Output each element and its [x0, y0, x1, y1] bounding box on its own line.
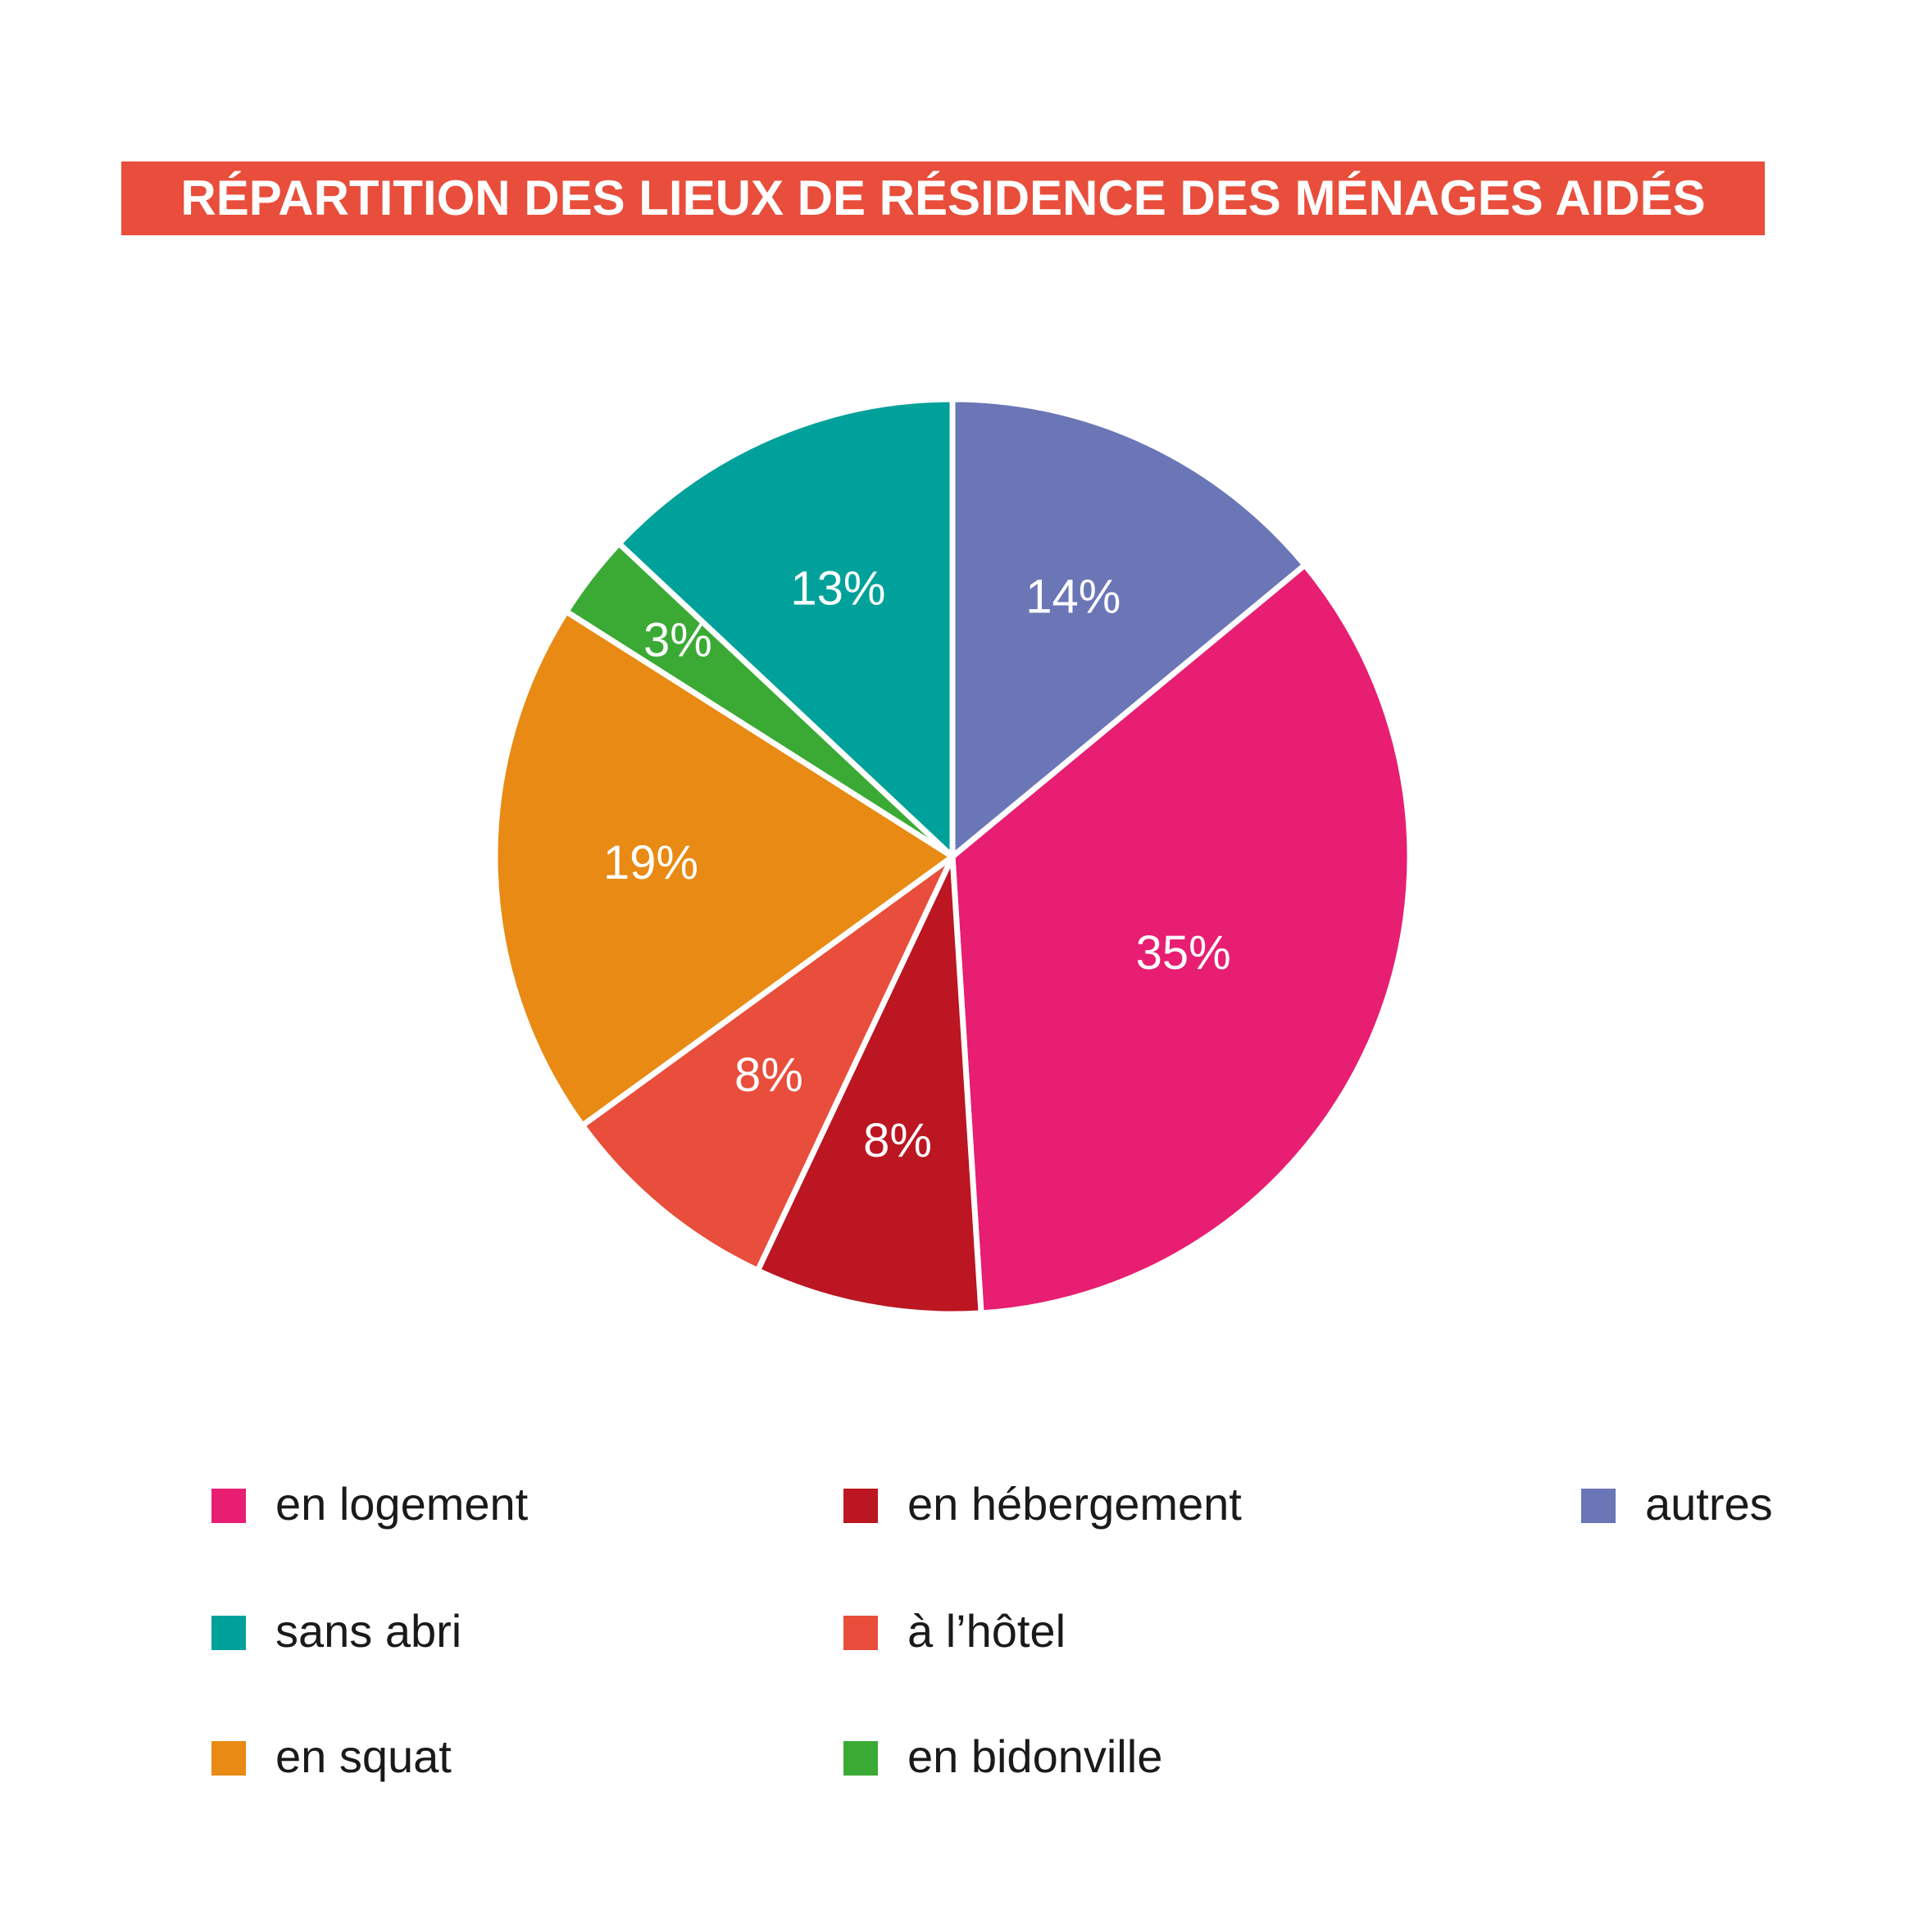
legend-label: en squat [275, 1730, 452, 1782]
legend-label: en logement [275, 1478, 529, 1530]
pie-slice-2 [949, 561, 1413, 1316]
legend-label: sans abri [275, 1605, 462, 1657]
data-label-4: 8% [734, 1048, 803, 1102]
legend-label: en hébergement [907, 1478, 1242, 1530]
data-label-7: 13% [790, 562, 885, 616]
legend-label: autres [1645, 1478, 1773, 1530]
pie-slices [492, 396, 1413, 1317]
legend-swatch [843, 1489, 878, 1523]
legend-swatch [1581, 1489, 1616, 1523]
chart-title: RÉPARTITION DES LIEUX DE RÉSIDENCE DES M… [180, 171, 1706, 225]
data-label-1: 14% [1025, 570, 1121, 623]
legend-label: en bidonville [907, 1730, 1163, 1782]
legend-swatch [211, 1741, 246, 1776]
data-label-6: 3% [643, 613, 712, 666]
pie-slice-3 [753, 855, 984, 1317]
legend-label: à l’hôtel [907, 1605, 1066, 1657]
pie-slice-4 [578, 854, 956, 1275]
legend-swatch [843, 1741, 878, 1776]
pie-data-labels: 14% 35% 8% 8% 19% 3% 13% [603, 562, 1231, 1167]
legend-swatch [211, 1489, 246, 1523]
title-banner: RÉPARTITION DES LIEUX DE RÉSIDENCE DES M… [121, 161, 1765, 235]
data-label-5: 19% [603, 836, 698, 889]
pie-slice-5 [492, 607, 958, 1130]
data-label-3: 8% [863, 1114, 932, 1167]
pie-slice-1 [949, 396, 1309, 863]
pie-slice-7 [615, 396, 956, 864]
data-label-2: 35% [1136, 926, 1231, 980]
legend-swatch [843, 1616, 878, 1650]
legend-swatch [211, 1616, 246, 1650]
